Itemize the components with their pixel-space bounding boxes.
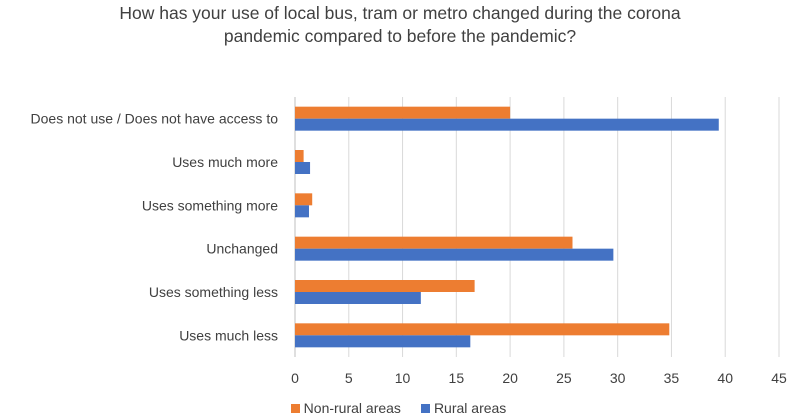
category-labels: Does not use / Does not have access to Us…	[31, 111, 279, 344]
x-tick-labels: 0 5 10 15 20 25 30 35 40 45	[291, 370, 787, 386]
category-label: Uses something less	[149, 284, 278, 300]
bars	[295, 106, 719, 348]
bar-rural-4	[295, 292, 421, 304]
x-tick-label: 30	[610, 370, 626, 386]
bar-rural-3	[295, 248, 614, 261]
chart-title: How has your use of local bus, tram or m…	[119, 3, 681, 46]
legend-item-rural: Rural areas	[420, 400, 507, 416]
legend-label: Rural areas	[433, 400, 507, 416]
bar-chart: Does not use / Does not have access to Us…	[31, 97, 787, 386]
category-label: Unchanged	[206, 241, 278, 257]
x-tick-label: 20	[502, 370, 518, 386]
x-tick-label: 45	[771, 370, 787, 386]
legend-swatch	[290, 403, 300, 413]
legend: Non-rural areas Rural areas	[0, 400, 797, 416]
category-label: Does not use / Does not have access to	[31, 111, 279, 127]
x-tick-label: 35	[664, 370, 680, 386]
bar-non-rural-1	[295, 150, 304, 162]
bar-non-rural-0	[295, 106, 511, 119]
category-label: Uses something more	[142, 197, 278, 213]
bar-rural-5	[295, 335, 471, 348]
x-tick-label: 0	[291, 370, 299, 386]
x-tick-label: 25	[556, 370, 572, 386]
legend-label: Non-rural areas	[303, 400, 401, 416]
bar-non-rural-3	[295, 236, 573, 249]
bar-non-rural-5	[295, 323, 670, 336]
x-tick-label: 40	[717, 370, 733, 386]
gridlines	[294, 97, 780, 357]
legend-swatch	[420, 403, 430, 413]
bar-rural-0	[295, 118, 719, 131]
category-label: Uses much less	[179, 327, 278, 343]
legend-item-non-rural: Non-rural areas	[290, 400, 401, 416]
category-label: Uses much more	[172, 154, 278, 170]
x-tick-label: 5	[345, 370, 353, 386]
x-tick-label: 10	[395, 370, 411, 386]
bar-rural-1	[295, 162, 311, 174]
bar-rural-2	[295, 205, 309, 218]
bar-non-rural-4	[295, 280, 475, 292]
bar-non-rural-2	[295, 193, 313, 206]
x-tick-label: 15	[449, 370, 465, 386]
